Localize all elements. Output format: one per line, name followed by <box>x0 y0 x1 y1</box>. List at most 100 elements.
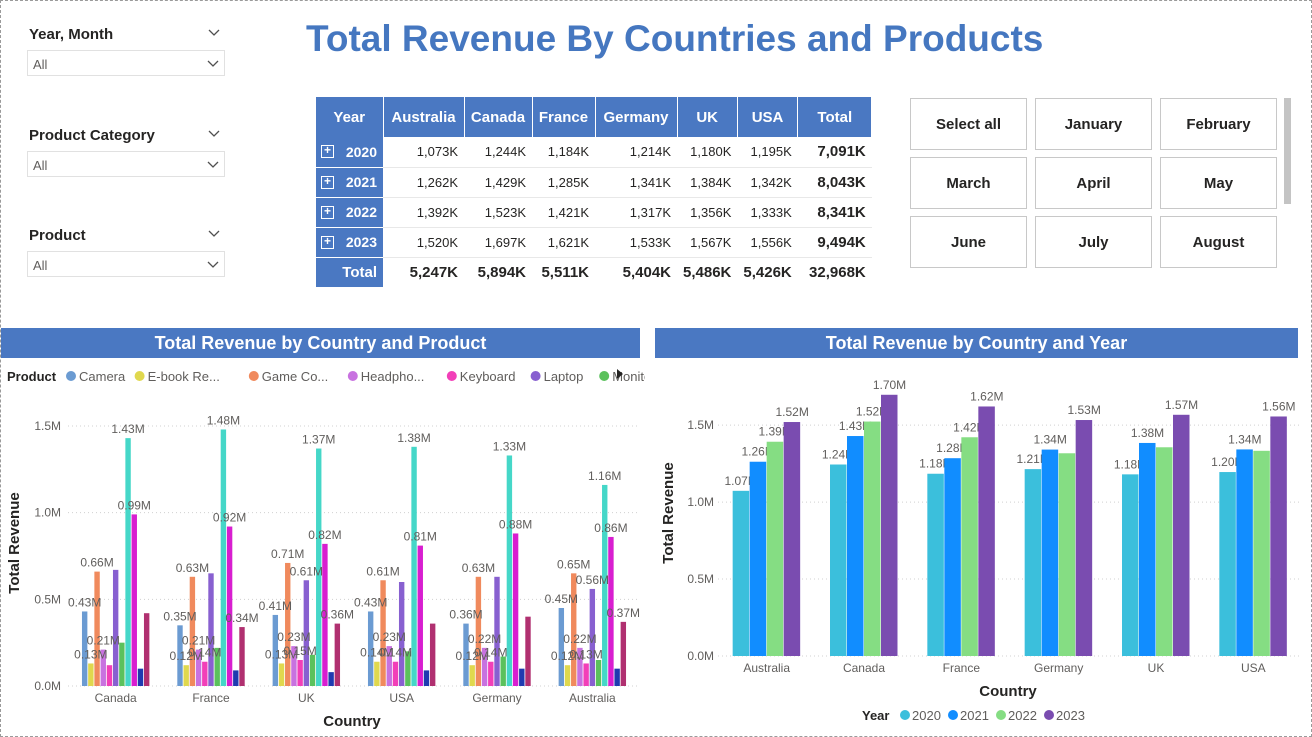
matrix-cell: 1,262K <box>383 167 464 198</box>
matrix-total-cell: 5,511K <box>541 263 589 281</box>
matrix-cell: 1,429K <box>464 167 532 198</box>
product-category-slicer-header[interactable]: Product Category <box>27 125 225 147</box>
legend-marker <box>996 710 1006 720</box>
bar <box>322 543 328 686</box>
chart-product-title: Total Revenue by Country and Product <box>1 328 640 358</box>
product-slicer-header[interactable]: Product <box>27 225 225 247</box>
product-category-dropdown-value: All <box>33 158 48 173</box>
legend-label: 2021 <box>960 708 989 723</box>
data-label: 0.21M <box>87 634 120 648</box>
matrix-header-uk[interactable]: UK <box>677 97 738 137</box>
matrix-header-canada[interactable]: Canada <box>464 97 533 137</box>
bar <box>1156 447 1173 656</box>
bar <box>506 455 513 686</box>
bar <box>208 573 214 686</box>
bar <box>961 437 978 656</box>
bar <box>106 665 113 686</box>
matrix-cell: 1,342K <box>737 167 798 198</box>
bar <box>272 614 279 686</box>
chevron-down-icon[interactable] <box>206 57 220 71</box>
matrix-cell: 1,244K <box>464 137 532 168</box>
month-button-july[interactable]: July <box>1035 216 1152 268</box>
matrix-header-france[interactable]: France <box>532 97 596 137</box>
bar <box>475 576 482 686</box>
matrix-cell: 1,356K <box>677 197 738 228</box>
legend-next-arrow-icon <box>617 369 623 379</box>
bar <box>202 661 208 686</box>
month-button-february[interactable]: February <box>1160 98 1277 150</box>
month-button-april[interactable]: April <box>1035 157 1152 209</box>
matrix-header-total[interactable]: Total <box>797 97 873 137</box>
matrix-cell: 1,073K <box>383 137 464 168</box>
matrix-cell: 1,184K <box>532 137 595 168</box>
bar <box>220 429 227 686</box>
data-label: 0.13M <box>265 647 298 661</box>
month-button-may[interactable]: May <box>1160 157 1277 209</box>
bar <box>620 621 627 686</box>
chevron-down-icon[interactable] <box>206 158 220 172</box>
data-label: 1.39M <box>758 425 791 439</box>
matrix-row-header: +2023 <box>316 227 383 258</box>
chevron-down-icon[interactable] <box>207 127 221 141</box>
year-month-slicer: Year, Month All <box>27 24 225 76</box>
expand-plus-icon[interactable]: + <box>321 205 334 219</box>
expand-plus-icon[interactable]: + <box>321 235 334 249</box>
legend-title: Product <box>7 369 57 384</box>
matrix-row-total: 7,091K <box>797 137 872 168</box>
expand-plus-icon[interactable]: + <box>321 144 334 158</box>
data-label: 0.41M <box>259 599 292 613</box>
data-label: 1.26M <box>741 445 774 459</box>
legend-label: E-book Re... <box>148 369 220 384</box>
product-category-dropdown[interactable]: All <box>27 151 225 177</box>
year-month-slicer-header[interactable]: Year, Month <box>27 24 225 46</box>
month-button-select-all[interactable]: Select all <box>910 98 1027 150</box>
matrix-header-year[interactable]: Year <box>316 97 384 137</box>
year-month-dropdown[interactable]: All <box>27 50 225 76</box>
x-tick-label: Germany <box>1034 661 1083 675</box>
bar <box>481 647 488 686</box>
product-dropdown[interactable]: All <box>27 251 225 277</box>
y-tick-label: 1.0M <box>34 506 61 520</box>
matrix-row-year: 2020 <box>345 143 377 160</box>
matrix-row-year: 2022 <box>345 204 377 220</box>
matrix-cell: 1,317K <box>595 197 677 228</box>
expand-plus-icon[interactable]: + <box>321 175 334 189</box>
bar <box>405 651 411 686</box>
data-label: 0.86M <box>594 521 627 535</box>
x-tick-label: UK <box>298 691 315 705</box>
data-label: 0.43M <box>68 595 101 609</box>
bar <box>732 490 750 656</box>
legend-marker <box>530 371 541 381</box>
legend-label: 2023 <box>1056 708 1085 723</box>
matrix-cell: 1,523K <box>464 197 532 228</box>
month-button-june[interactable]: June <box>910 216 1027 268</box>
bar <box>226 526 233 686</box>
bar <box>1024 469 1042 656</box>
bar <box>417 545 423 686</box>
data-label: 0.63M <box>462 561 495 575</box>
bar <box>749 461 767 656</box>
bar <box>589 588 596 686</box>
bar <box>88 663 94 686</box>
month-slicer-scrollbar[interactable] <box>1284 98 1291 204</box>
data-label: 1.34M <box>1033 433 1066 447</box>
bar <box>564 665 571 686</box>
matrix-cell: 1,384K <box>677 167 738 198</box>
matrix-header-row: Year Australia Canada France Germany UK … <box>316 97 873 137</box>
matrix-cell: 1,214K <box>595 137 677 168</box>
month-button-march[interactable]: March <box>910 157 1027 209</box>
matrix-header-australia[interactable]: Australia <box>383 97 465 137</box>
chevron-down-icon[interactable] <box>207 26 221 40</box>
month-button-january[interactable]: January <box>1035 98 1152 150</box>
matrix-header-usa[interactable]: USA <box>737 97 799 137</box>
chevron-down-icon[interactable] <box>206 258 220 272</box>
data-label: 0.13M <box>569 647 602 661</box>
x-tick-label: France <box>192 691 230 705</box>
legend-label: 2020 <box>912 708 941 723</box>
matrix-header-germany[interactable]: Germany <box>595 97 678 137</box>
month-button-august[interactable]: August <box>1160 216 1277 268</box>
bar <box>1173 414 1190 656</box>
chevron-down-icon[interactable] <box>207 227 221 241</box>
matrix-row-header: +2021 <box>316 167 383 198</box>
bar <box>1236 449 1253 656</box>
